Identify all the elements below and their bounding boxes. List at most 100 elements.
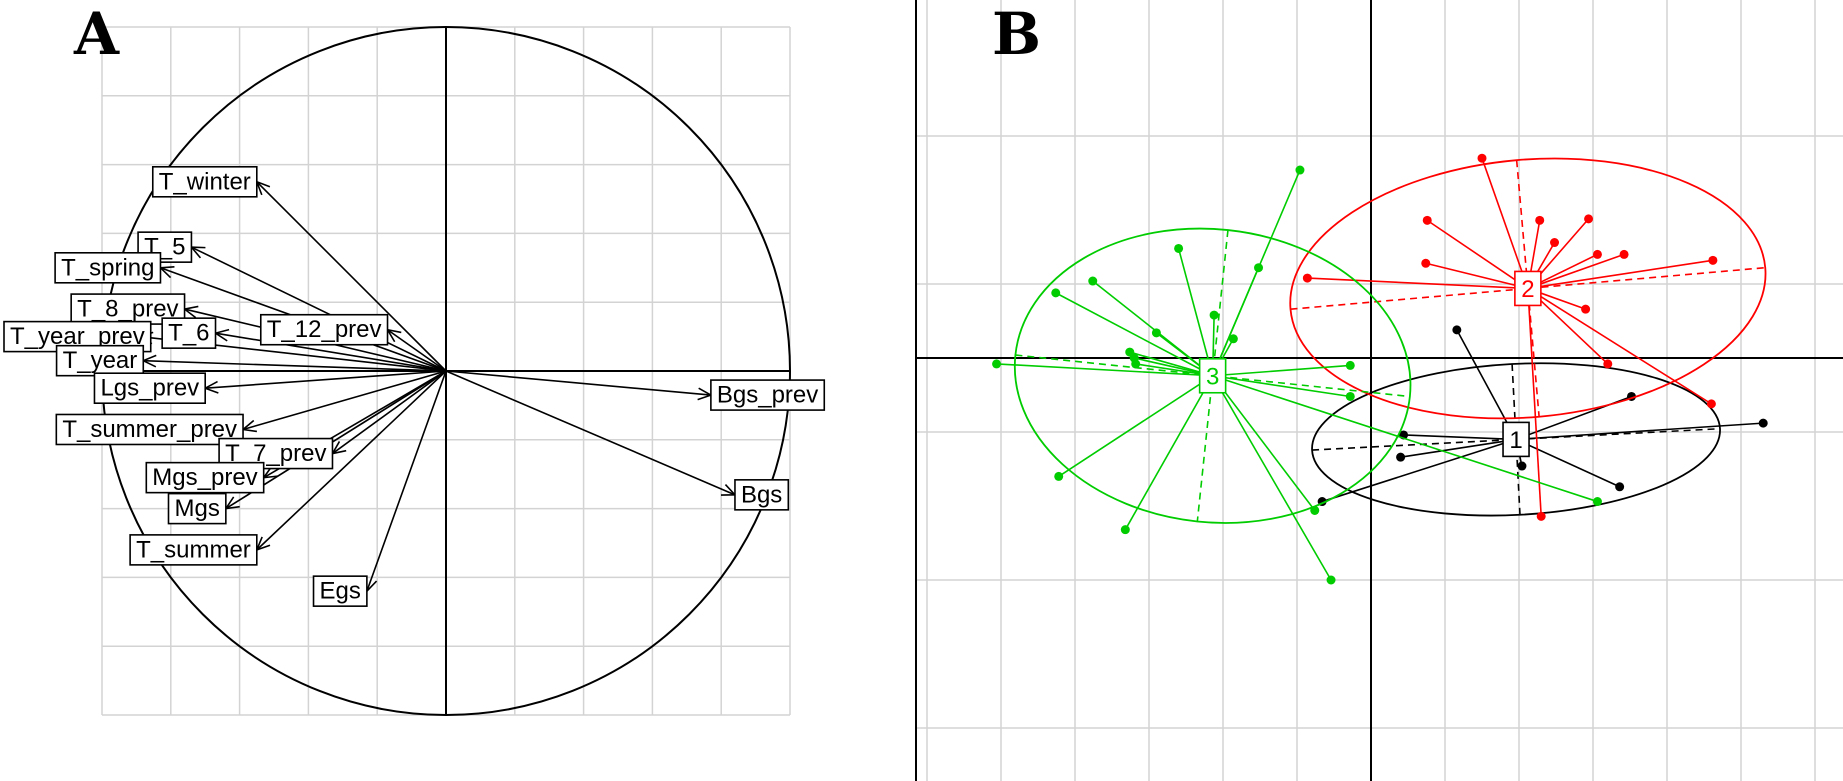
- panel-a: T_winterT_5T_springT_8_prevT_12_prevT_ye…: [3, 0, 826, 716]
- variable-label: T_winter: [151, 166, 258, 198]
- cluster-spoke: [1212, 375, 1316, 511]
- arrow-line: [445, 370, 711, 396]
- variable-label: T_year: [55, 344, 145, 377]
- cluster-group: 3: [992, 165, 1602, 585]
- cluster-point: [1517, 461, 1527, 471]
- cluster-label-text: 3: [1206, 363, 1219, 390]
- arrow-line: [366, 370, 447, 592]
- cluster-point: [1209, 310, 1219, 320]
- panel-b: 1 2 3 B: [915, 0, 1843, 781]
- cluster-point: [1619, 249, 1629, 259]
- panel-a-letter: A: [73, 0, 120, 68]
- cluster-point: [1131, 359, 1141, 369]
- variable-label-text: Bgs: [741, 481, 782, 508]
- variable-label-text: Egs: [320, 578, 361, 605]
- cluster-point: [1345, 360, 1355, 370]
- cluster-point: [1302, 273, 1312, 283]
- panel-a-labels: T_winterT_5T_springT_8_prevT_12_prevT_ye…: [3, 166, 826, 607]
- cluster-point: [1536, 511, 1546, 521]
- variable-label: Egs: [312, 575, 368, 607]
- cluster-point: [1758, 418, 1768, 428]
- variable-label-box: [259, 313, 389, 346]
- cluster-spoke: [1527, 287, 1712, 405]
- cluster-point: [1581, 304, 1591, 314]
- cluster-spoke: [1403, 434, 1517, 441]
- cluster-point: [1615, 482, 1625, 492]
- variable-label-text: T_winter: [159, 168, 251, 195]
- cluster-point: [1054, 471, 1064, 481]
- panel-b-clusters: 1 2 3: [992, 153, 1768, 585]
- panel-a-arrows: [137, 180, 737, 594]
- cluster-spoke: [1426, 219, 1529, 290]
- cluster-point: [1535, 215, 1545, 225]
- cluster-spoke: [1481, 157, 1529, 289]
- cluster-point: [1088, 276, 1098, 286]
- cluster-spoke: [996, 363, 1213, 377]
- cluster-label-box: [1514, 270, 1542, 307]
- arrow-line: [445, 370, 736, 496]
- arrow-line: [215, 332, 447, 372]
- variable-label: T_spring: [54, 252, 162, 284]
- variable-label-text: T_spring: [61, 254, 154, 281]
- cluster-point: [992, 359, 1002, 369]
- arrow-line: [242, 370, 447, 431]
- variable-label: Lgs_prev: [93, 372, 206, 405]
- variable-label: T_summer: [129, 534, 258, 566]
- ellipse-major-axis: [1290, 266, 1766, 311]
- variable-label-box: [55, 344, 145, 377]
- cluster-spoke: [1527, 259, 1714, 290]
- variable-label: Bgs: [734, 479, 790, 511]
- arrow-line: [256, 181, 447, 372]
- variable-label: T_summer_prev: [55, 413, 244, 446]
- cluster-point: [1592, 249, 1602, 259]
- variable-label-box: [55, 413, 244, 446]
- variable-label-box: [93, 372, 206, 405]
- ellipse-minor-axis: [1515, 160, 1540, 417]
- arrow-head: [224, 496, 240, 510]
- variable-label-box: [734, 479, 790, 511]
- variable-label-text: T_12_prev: [267, 316, 382, 343]
- variable-label-text: Lgs_prev: [100, 375, 199, 402]
- cluster-point: [1396, 452, 1406, 462]
- cluster-point: [1051, 288, 1061, 298]
- arrow-line: [205, 370, 447, 389]
- cluster-spoke: [1456, 329, 1517, 440]
- cluster-label-box: [1198, 357, 1227, 394]
- variable-label-box: [312, 575, 368, 607]
- cluster-point: [1326, 575, 1336, 585]
- variable-label-text: Mgs_prev: [152, 464, 257, 491]
- arrow-line: [387, 329, 447, 372]
- panel-b-letter: B: [992, 0, 1041, 68]
- cluster-spoke: [1307, 277, 1528, 290]
- variable-label-box: [167, 492, 227, 525]
- cluster-point: [1422, 215, 1432, 225]
- cluster-point: [1550, 238, 1560, 248]
- cluster-spoke: [1515, 438, 1620, 488]
- arrow-line: [143, 359, 447, 372]
- cluster-spoke: [1211, 267, 1260, 377]
- arrow-line: [332, 370, 447, 455]
- cluster-point: [1254, 263, 1264, 273]
- variable-label-text: T_summer_prev: [62, 416, 237, 443]
- cluster-point: [1452, 325, 1462, 335]
- cluster-point: [1228, 334, 1238, 344]
- cluster-label-text: 1: [1509, 427, 1522, 454]
- cluster-spoke: [1212, 364, 1351, 377]
- cluster-spoke: [1212, 374, 1598, 503]
- cluster-label-box: [1502, 421, 1530, 458]
- cluster-point: [1174, 243, 1184, 253]
- panel-b-grid: [916, 0, 1843, 781]
- variable-label-text: T_summer: [136, 536, 251, 563]
- variable-label-box: [151, 166, 258, 198]
- cluster-point: [1295, 165, 1305, 175]
- cluster-point: [1584, 214, 1594, 224]
- arrow-line: [256, 370, 447, 551]
- variable-label: Mgs_prev: [145, 461, 265, 494]
- cluster-spoke: [1515, 422, 1764, 441]
- cluster-spoke: [1129, 351, 1213, 377]
- cluster-point: [1477, 153, 1487, 163]
- variable-label-text: T_6: [168, 320, 209, 347]
- panel-b-axes: [916, 0, 1843, 781]
- cluster-point: [1706, 399, 1716, 409]
